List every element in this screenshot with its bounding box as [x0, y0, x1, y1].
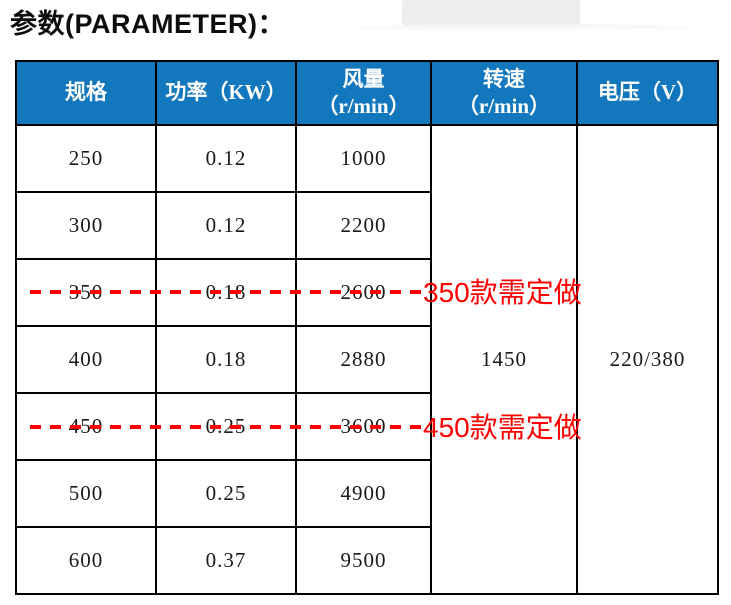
cell-power: 0.37: [155, 526, 297, 595]
table-row: 400 0.18 2880: [15, 325, 718, 394]
cell-spec: 250: [15, 124, 157, 193]
parameter-table: 规格 功率（KW） 风量 （r/min） 转速 （r/min） 电压（V） 25: [15, 60, 719, 595]
header-spec: 规格: [15, 60, 157, 126]
table-row: 500 0.25 4900: [15, 459, 718, 528]
cell-airflow: 2880: [295, 325, 432, 394]
header-voltage-label: 电压（V）: [597, 80, 698, 105]
cell-spec: 450: [15, 392, 157, 461]
cell-airflow: 9500: [295, 526, 432, 595]
cell-spec: 350: [15, 258, 157, 327]
cell-spec: 600: [15, 526, 157, 595]
page-title: 参数(PARAMETER)：: [10, 9, 285, 39]
table-row: 250 0.12 1000 1450 220/380: [15, 124, 719, 595]
cell-power: 0.25: [155, 459, 297, 528]
table-row: 300 0.12 2200: [15, 191, 718, 260]
cell-power: 0.18: [155, 325, 297, 394]
header-airflow-label: 风量: [342, 66, 385, 91]
header-speed: 转速 （r/min）: [430, 60, 578, 126]
cell-spec: 400: [15, 325, 157, 394]
cell-power: 0.12: [155, 124, 297, 193]
cell-airflow: 2200: [295, 191, 432, 260]
cell-airflow: 1000: [295, 124, 432, 193]
header-power: 功率（KW）: [155, 60, 297, 126]
cell-spec: 500: [15, 459, 157, 528]
cell-power: 0.25: [155, 392, 297, 461]
cell-voltage-merged: 220/380: [576, 124, 719, 595]
header-spec-label: 规格: [65, 80, 107, 105]
cell-airflow: 4900: [295, 459, 432, 528]
cell-airflow: 3600: [295, 392, 432, 461]
table-row: 600 0.37 9500: [15, 526, 718, 595]
table-header-row: 规格 功率（KW） 风量 （r/min） 转速 （r/min） 电压（V）: [15, 60, 719, 126]
cell-power: 0.18: [155, 258, 297, 327]
cell-airflow: 2600: [295, 258, 432, 327]
cell-power: 0.12: [155, 191, 297, 260]
cell-speed-merged: 1450: [430, 124, 578, 595]
header-power-label: 功率（KW）: [165, 80, 287, 105]
top-edge-artifact: [402, 0, 580, 25]
top-edge-artifact-shadow: [360, 24, 690, 32]
header-airflow: 风量 （r/min）: [295, 60, 432, 126]
header-voltage: 电压（V）: [576, 60, 719, 126]
cell-spec: 300: [15, 191, 157, 260]
header-speed-label: 转速: [483, 66, 525, 91]
